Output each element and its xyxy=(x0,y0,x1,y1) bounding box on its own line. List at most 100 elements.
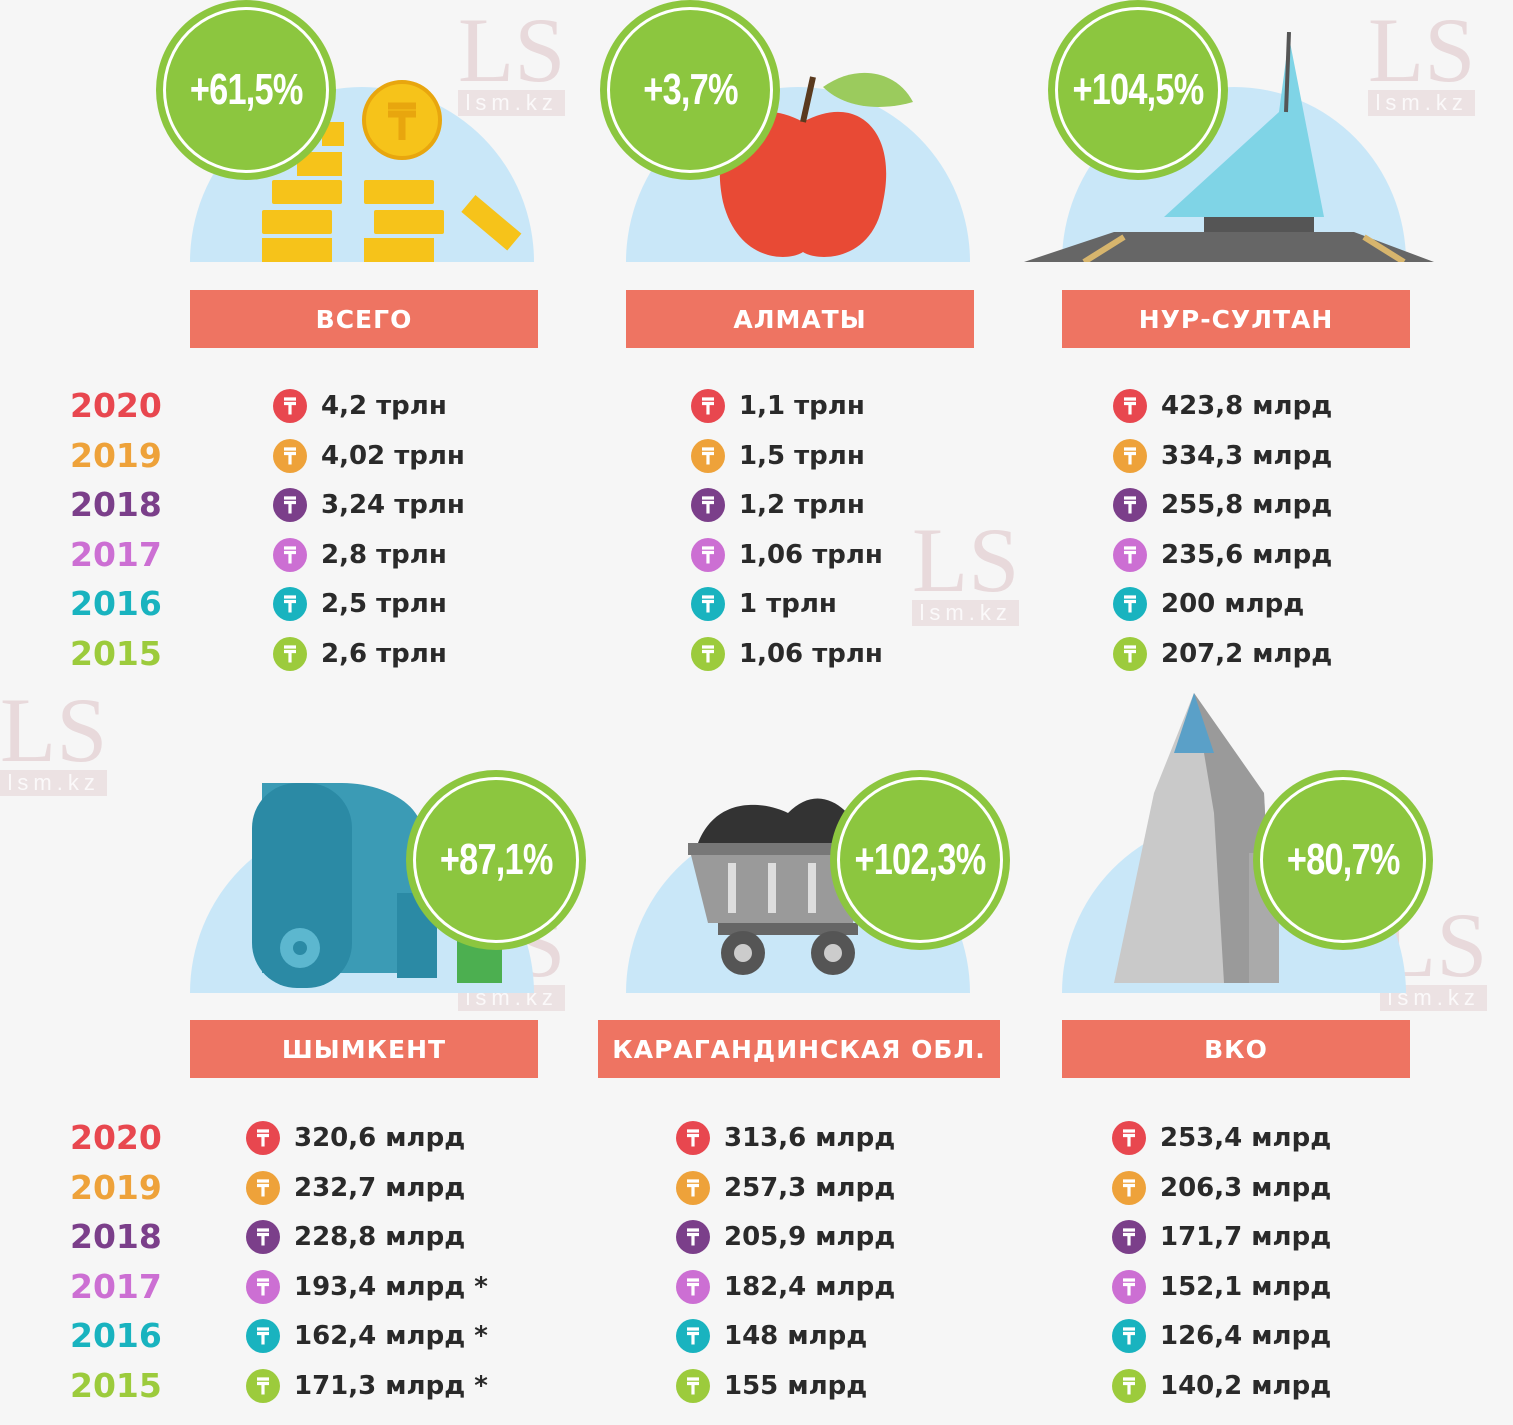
region-label: АЛМАТЫ xyxy=(626,290,974,348)
tenge-icon xyxy=(273,537,307,572)
tenge-icon xyxy=(273,438,307,473)
amount-value: 171,3 млрд * xyxy=(294,1371,488,1401)
year-label: 2015 xyxy=(70,1366,162,1405)
watermark-site-text: lsm.kz xyxy=(458,90,566,116)
amount-value: 255,8 млрд xyxy=(1161,490,1333,521)
amount-value: 1,5 трлн xyxy=(739,440,865,471)
watermark-site-text: lsm.kz xyxy=(0,770,108,796)
tenge-icon xyxy=(273,587,307,622)
year-label: 2018 xyxy=(70,485,162,525)
tenge-icon xyxy=(676,1369,710,1403)
value-row: 228,8 млрд xyxy=(246,1217,465,1257)
value-row: 334,3 млрд xyxy=(1113,436,1332,476)
amount-value: 126,4 млрд xyxy=(1160,1321,1332,1352)
amount-value: 3,24 трлн xyxy=(321,490,465,521)
growth-value: +102,3% xyxy=(854,835,987,884)
tenge-icon xyxy=(691,389,725,423)
tenge-icon xyxy=(691,488,725,523)
value-row: 152,1 млрд xyxy=(1112,1267,1331,1307)
amount-value: 148 млрд xyxy=(724,1321,868,1352)
value-row: 4,2 трлн xyxy=(273,386,447,426)
amount-value: 2,8 трлн xyxy=(321,539,447,570)
value-row: 232,7 млрд xyxy=(246,1168,465,1208)
year-label: 2018 xyxy=(70,1217,162,1257)
region-label: ВКО xyxy=(1062,1020,1410,1078)
tenge-icon xyxy=(246,1369,280,1403)
tenge-icon xyxy=(1112,1369,1146,1403)
amount-value: 2,5 трлн xyxy=(321,589,447,620)
value-row: 253,4 млрд xyxy=(1112,1118,1331,1158)
tenge-icon xyxy=(1113,637,1147,671)
tenge-icon xyxy=(273,637,307,671)
value-row: 148 млрд xyxy=(676,1316,867,1356)
amount-value: 152,1 млрд xyxy=(1160,1271,1332,1302)
amount-value: 423,8 млрд xyxy=(1161,391,1333,421)
amount-value: 155 млрд xyxy=(724,1371,868,1401)
amount-value: 4,02 трлн xyxy=(321,440,465,471)
value-row: 200 млрд xyxy=(1113,584,1304,624)
growth-value: +80,7% xyxy=(1286,835,1400,884)
tenge-icon xyxy=(273,488,307,523)
region-label: НУР-СУЛТАН xyxy=(1062,290,1410,348)
amount-value: 193,4 млрд * xyxy=(294,1271,488,1302)
amount-value: 2,6 трлн xyxy=(321,639,447,669)
mountain-icon xyxy=(1064,693,1404,997)
amount-value: 182,4 млрд xyxy=(724,1271,896,1302)
amount-value: 200 млрд xyxy=(1161,589,1305,620)
amount-value: 1 трлн xyxy=(739,589,837,620)
watermark-logo-text: LS xyxy=(912,509,1020,611)
tenge-icon xyxy=(246,1220,280,1255)
tenge-icon xyxy=(246,1170,280,1205)
tenge-icon xyxy=(1113,438,1147,473)
growth-badge: +87,1% xyxy=(406,770,586,950)
value-row: 3,24 трлн xyxy=(273,485,465,525)
value-row: 171,3 млрд * xyxy=(246,1366,488,1406)
value-row: 1,06 трлн xyxy=(691,535,883,575)
growth-badge: +61,5% xyxy=(156,0,336,180)
year-label: 2016 xyxy=(70,584,162,624)
value-row: 171,7 млрд xyxy=(1112,1217,1331,1257)
watermark-logo-text: LS xyxy=(1368,0,1476,101)
value-row: 313,6 млрд xyxy=(676,1118,895,1158)
fabric-roll-icon xyxy=(192,773,532,997)
year-label: 2020 xyxy=(70,1118,162,1157)
tenge-icon xyxy=(691,537,725,572)
amount-value: 1,1 трлн xyxy=(739,391,865,421)
amount-value: 232,7 млрд xyxy=(294,1172,466,1203)
tenge-icon xyxy=(1113,488,1147,523)
amount-value: 228,8 млрд xyxy=(294,1222,466,1253)
amount-value: 1,06 трлн xyxy=(739,639,883,669)
tenge-icon xyxy=(676,1170,710,1205)
tenge-icon xyxy=(246,1121,280,1155)
value-row: 2,6 трлн xyxy=(273,634,447,674)
tenge-icon xyxy=(1113,587,1147,622)
growth-badge: +3,7% xyxy=(600,0,780,180)
value-row: 235,6 млрд xyxy=(1113,535,1332,575)
amount-value: 171,7 млрд xyxy=(1160,1222,1332,1253)
watermark-logo-text: LS xyxy=(458,0,566,101)
value-row: 1,1 трлн xyxy=(691,386,865,426)
tenge-icon xyxy=(1112,1220,1146,1255)
tenge-icon xyxy=(246,1269,280,1304)
year-label: 2015 xyxy=(70,634,162,673)
amount-value: 206,3 млрд xyxy=(1160,1172,1332,1203)
tenge-icon xyxy=(676,1121,710,1155)
amount-value: 253,4 млрд xyxy=(1160,1123,1332,1153)
watermark-logo-text: LS xyxy=(0,679,108,781)
tenge-icon xyxy=(691,637,725,671)
growth-badge: +80,7% xyxy=(1253,770,1433,950)
tenge-icon xyxy=(676,1269,710,1304)
value-row: 257,3 млрд xyxy=(676,1168,895,1208)
value-row: 1,06 трлн xyxy=(691,634,883,674)
value-row: 140,2 млрд xyxy=(1112,1366,1331,1406)
tenge-icon xyxy=(1113,389,1147,423)
tenge-icon xyxy=(246,1319,280,1354)
value-row: 320,6 млрд xyxy=(246,1118,465,1158)
khan-shatyr-icon xyxy=(1024,31,1444,266)
value-row: 155 млрд xyxy=(676,1366,867,1406)
tenge-icon xyxy=(1113,537,1147,572)
amount-value: 1,06 трлн xyxy=(739,539,883,570)
